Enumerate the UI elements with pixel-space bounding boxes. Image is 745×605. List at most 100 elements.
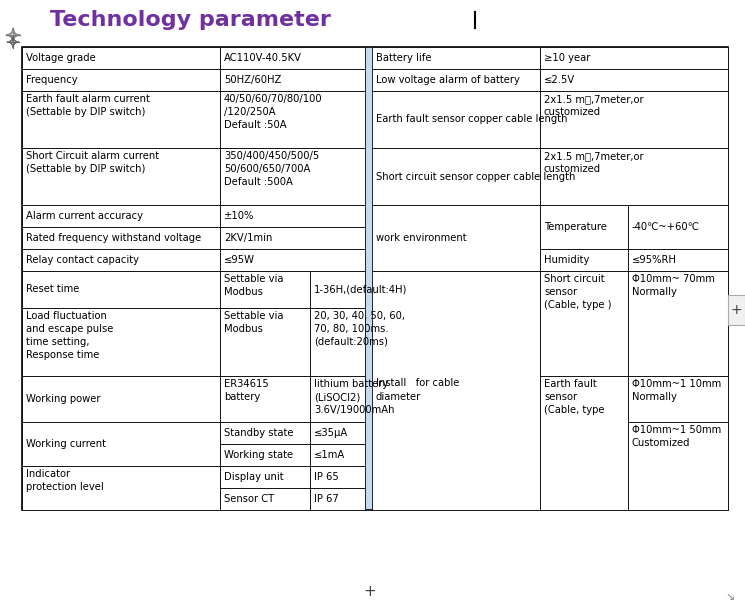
Bar — [372, 205, 540, 271]
Bar — [220, 91, 365, 148]
Text: 70, 80, 100ms.: 70, 80, 100ms. — [314, 324, 389, 334]
Bar — [220, 376, 310, 422]
Text: Relay contact capacity: Relay contact capacity — [26, 255, 139, 265]
Text: Voltage grade: Voltage grade — [26, 53, 96, 63]
Text: Φ10mm~1 50mm: Φ10mm~1 50mm — [632, 425, 721, 435]
Text: Earth fault alarm current: Earth fault alarm current — [26, 94, 150, 104]
Text: Short circuit: Short circuit — [544, 274, 605, 284]
Text: AC110V-40.5KV: AC110V-40.5KV — [224, 53, 302, 63]
Text: 1-36H,(default:4H): 1-36H,(default:4H) — [314, 284, 408, 295]
Text: Technology parameter: Technology parameter — [50, 10, 331, 30]
Text: 2x1.5 m㎡,7meter,or: 2x1.5 m㎡,7meter,or — [544, 94, 644, 104]
Text: Modbus: Modbus — [224, 287, 263, 297]
Text: Low voltage alarm of battery: Low voltage alarm of battery — [376, 75, 520, 85]
Text: (LiSOCl2): (LiSOCl2) — [314, 392, 361, 402]
Text: 2KV/1min: 2KV/1min — [224, 233, 273, 243]
Text: /120/250A: /120/250A — [224, 107, 276, 117]
Text: Install   for cable: Install for cable — [376, 379, 460, 388]
Text: and escape pulse: and escape pulse — [26, 324, 113, 334]
Text: (Settable by DIP switch): (Settable by DIP switch) — [26, 107, 145, 117]
Text: ≤35μA: ≤35μA — [314, 428, 348, 438]
Bar — [220, 205, 365, 227]
Bar — [22, 69, 220, 91]
Text: Response time: Response time — [26, 350, 99, 360]
Text: customized: customized — [544, 164, 601, 174]
Text: battery: battery — [224, 392, 260, 402]
Text: (Cable, type ): (Cable, type ) — [544, 300, 612, 310]
Text: Earth fault: Earth fault — [544, 379, 597, 389]
Text: +: + — [731, 303, 742, 317]
Bar — [540, 69, 728, 91]
Text: Φ10mm~ 70mm: Φ10mm~ 70mm — [632, 274, 715, 284]
Bar — [220, 422, 310, 444]
Text: 2x1.5 m㎡,7meter,or: 2x1.5 m㎡,7meter,or — [544, 151, 644, 161]
Text: Alarm current accuracy: Alarm current accuracy — [26, 211, 143, 221]
Text: Working state: Working state — [224, 450, 293, 460]
Bar — [22, 91, 220, 148]
Text: Frequency: Frequency — [26, 75, 77, 85]
Bar — [220, 488, 310, 510]
Bar — [220, 444, 310, 466]
Text: time setting,: time setting, — [26, 337, 89, 347]
Text: (default:20ms): (default:20ms) — [314, 337, 388, 347]
Bar — [728, 295, 745, 325]
Bar — [310, 488, 365, 510]
Text: customized: customized — [544, 107, 601, 117]
Text: (Cable, type: (Cable, type — [544, 405, 604, 415]
Text: Sensor CT: Sensor CT — [224, 494, 274, 504]
Bar — [365, 47, 372, 510]
Text: Short circuit sensor copper cable length: Short circuit sensor copper cable length — [376, 171, 575, 181]
Bar — [372, 47, 540, 69]
Text: 3.6V/19000mAh: 3.6V/19000mAh — [314, 405, 395, 415]
Bar — [372, 271, 540, 510]
Bar — [220, 69, 365, 91]
Bar — [628, 205, 728, 249]
Bar — [372, 91, 540, 148]
Bar — [310, 422, 365, 444]
Text: sensor: sensor — [544, 392, 577, 402]
Bar — [628, 249, 728, 271]
Bar — [22, 148, 220, 205]
Text: ↘: ↘ — [726, 592, 735, 602]
Bar — [310, 308, 365, 376]
Text: Indicator: Indicator — [26, 469, 70, 479]
Bar — [22, 249, 220, 271]
Text: 350/400/450/500/5: 350/400/450/500/5 — [224, 151, 320, 161]
Bar — [22, 466, 220, 510]
Text: Rated frequency withstand voltage: Rated frequency withstand voltage — [26, 233, 201, 243]
Bar — [220, 271, 310, 308]
Text: ER34615: ER34615 — [224, 379, 269, 389]
Text: Working power: Working power — [26, 394, 101, 404]
Text: Settable via: Settable via — [224, 311, 284, 321]
Bar — [220, 466, 310, 488]
Text: (Settable by DIP switch): (Settable by DIP switch) — [26, 164, 145, 174]
Text: Short Circuit alarm current: Short Circuit alarm current — [26, 151, 159, 161]
Bar — [628, 376, 728, 422]
Bar — [310, 271, 365, 308]
Text: 40/50/60/70/80/100: 40/50/60/70/80/100 — [224, 94, 323, 104]
Text: Customized: Customized — [632, 438, 691, 448]
Text: IP 67: IP 67 — [314, 494, 339, 504]
Text: ≤1mA: ≤1mA — [314, 450, 345, 460]
Bar — [540, 148, 728, 205]
Bar — [220, 47, 365, 69]
Bar — [540, 376, 628, 510]
Bar — [22, 422, 220, 466]
Text: ±10%: ±10% — [224, 211, 254, 221]
Text: Working current: Working current — [26, 439, 106, 449]
Text: Earth fault sensor copper cable length: Earth fault sensor copper cable length — [376, 114, 568, 125]
Text: Temperature: Temperature — [544, 222, 607, 232]
Text: 20, 30, 40, 50, 60,: 20, 30, 40, 50, 60, — [314, 311, 405, 321]
Text: Modbus: Modbus — [224, 324, 263, 334]
Text: protection level: protection level — [26, 482, 104, 492]
Bar — [22, 376, 220, 422]
Text: Φ10mm~1 10mm: Φ10mm~1 10mm — [632, 379, 721, 389]
Bar — [310, 376, 365, 422]
Bar — [220, 308, 310, 376]
Bar — [220, 227, 365, 249]
Bar — [22, 205, 220, 227]
Text: -40℃~+60℃: -40℃~+60℃ — [632, 222, 700, 232]
Bar — [540, 91, 728, 148]
Bar — [22, 47, 220, 69]
Text: Normally: Normally — [632, 392, 677, 402]
